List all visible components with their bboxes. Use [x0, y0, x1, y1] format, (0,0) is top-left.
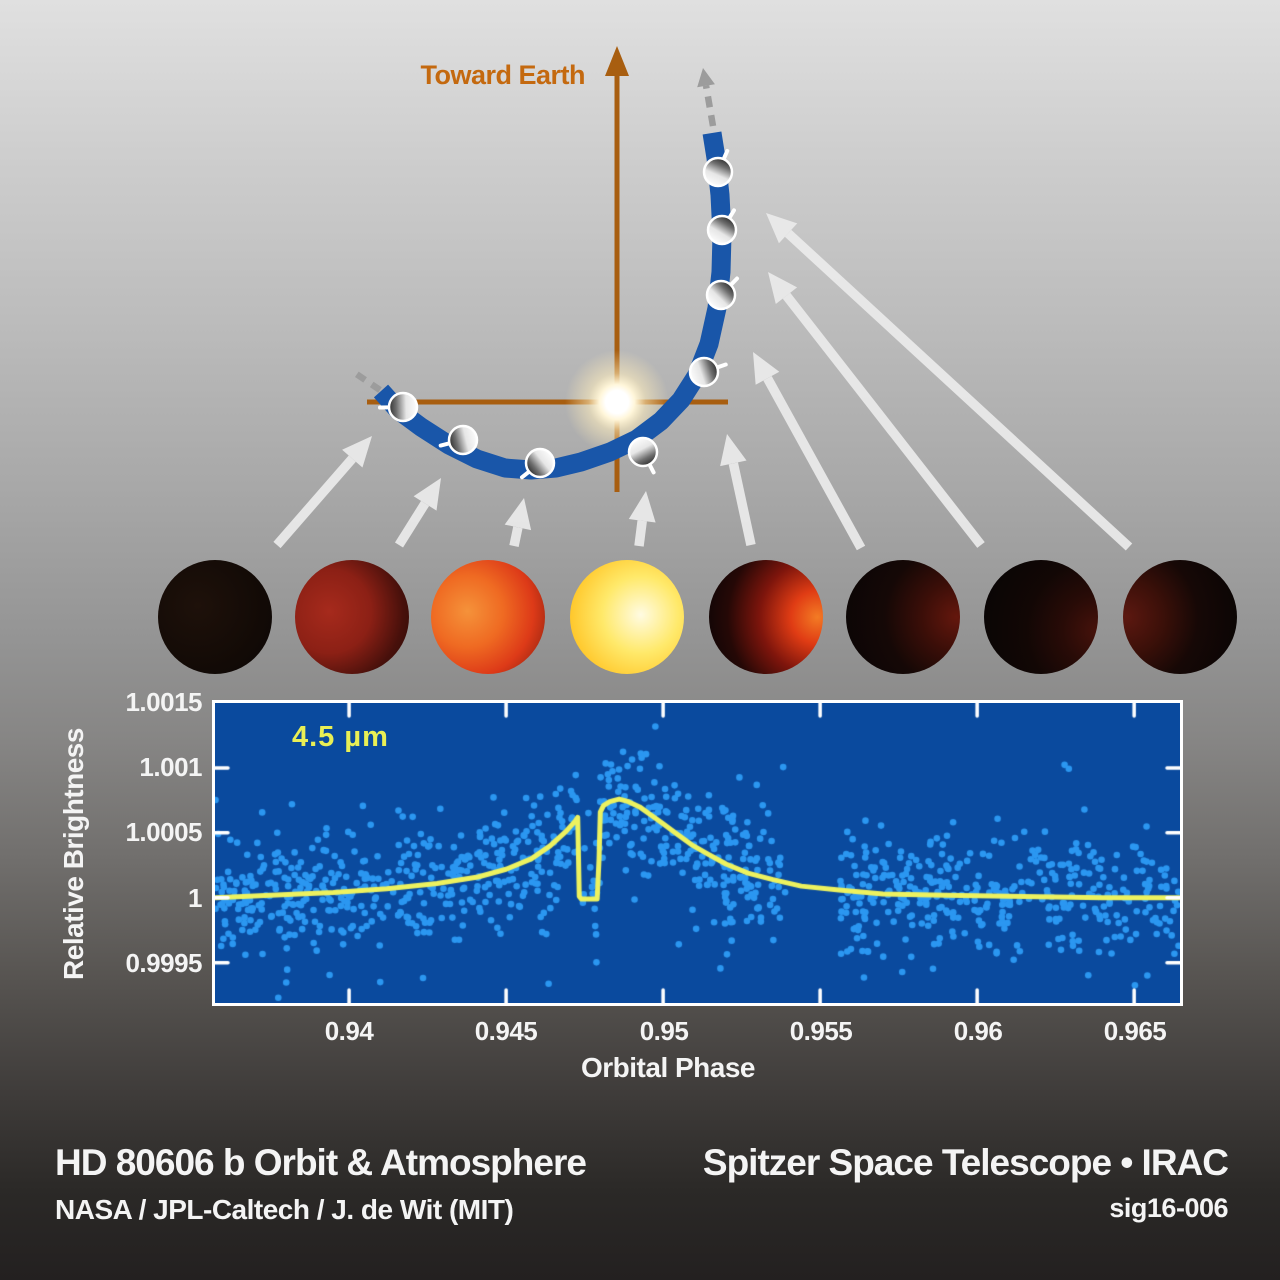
orbit-path [373, 131, 732, 480]
x-axis-title: Orbital Phase [580, 1052, 756, 1083]
observation-arrow [766, 213, 1133, 551]
observation-arrow [504, 498, 532, 547]
planet-marker [706, 208, 738, 246]
figure-title: HD 80606 b Orbit & Atmosphere [55, 1142, 587, 1183]
x-tick-label: 0.955 [789, 1016, 853, 1046]
observation-arrow [394, 478, 441, 548]
planet-phase-sphere [431, 560, 545, 674]
x-tick-label: 0.965 [1103, 1016, 1167, 1046]
y-tick-label: 1.001 [139, 752, 202, 782]
y-tick-label: 0.9995 [125, 948, 202, 978]
planet-marker [688, 356, 728, 388]
caption-right: Spitzer Space Telescope • IRAC sig16-006 [702, 1142, 1229, 1224]
observation-arrow [273, 436, 372, 549]
y-tick-label: 1.0015 [125, 687, 202, 717]
planet-marker [378, 391, 419, 423]
orbit-dashed-arrow [697, 68, 717, 127]
x-tick-label: 0.95 [639, 1016, 689, 1046]
caption-left: HD 80606 b Orbit & Atmosphere NASA / JPL… [55, 1142, 587, 1226]
observation-arrow [768, 272, 985, 548]
planet-phase-sphere [295, 560, 409, 674]
planet-marker [519, 447, 556, 480]
planet-phase-sphere [984, 560, 1098, 674]
toward-earth-label: Toward Earth [420, 60, 585, 90]
planet-phase-sphere [846, 560, 960, 674]
x-tick-label: 0.945 [474, 1016, 538, 1046]
planet-phase-sphere [158, 560, 272, 674]
figure-id: sig16-006 [1109, 1193, 1228, 1223]
x-tick-label: 0.96 [953, 1016, 1003, 1046]
planet-phase-sphere [1123, 560, 1237, 674]
planet-marker [627, 436, 659, 475]
telescope-title: Spitzer Space Telescope • IRAC [702, 1142, 1229, 1183]
figure-credit: NASA / JPL-Caltech / J. de Wit (MIT) [55, 1194, 514, 1225]
wavelength-label: 4.5 µm [292, 721, 389, 753]
orbit-diagram [158, 46, 1237, 674]
planet-phase-sphere [709, 560, 823, 674]
planet-marker [438, 424, 479, 456]
y-axis-title: Relative Brightness [58, 728, 89, 980]
observation-arrow [753, 352, 866, 551]
planet-phase-sphere [570, 560, 684, 674]
scatter-canvas [215, 703, 1180, 1003]
planet-marker [705, 276, 740, 311]
light-curve-panel [212, 700, 1183, 1006]
observation-arrow [628, 491, 656, 547]
planet-marker [702, 148, 734, 188]
orbit-dashed-tail [350, 368, 382, 393]
y-tick-label: 1 [188, 883, 202, 913]
y-tick-label: 1.0005 [125, 817, 202, 847]
x-tick-label: 0.94 [324, 1016, 374, 1046]
observation-arrow [720, 434, 756, 547]
